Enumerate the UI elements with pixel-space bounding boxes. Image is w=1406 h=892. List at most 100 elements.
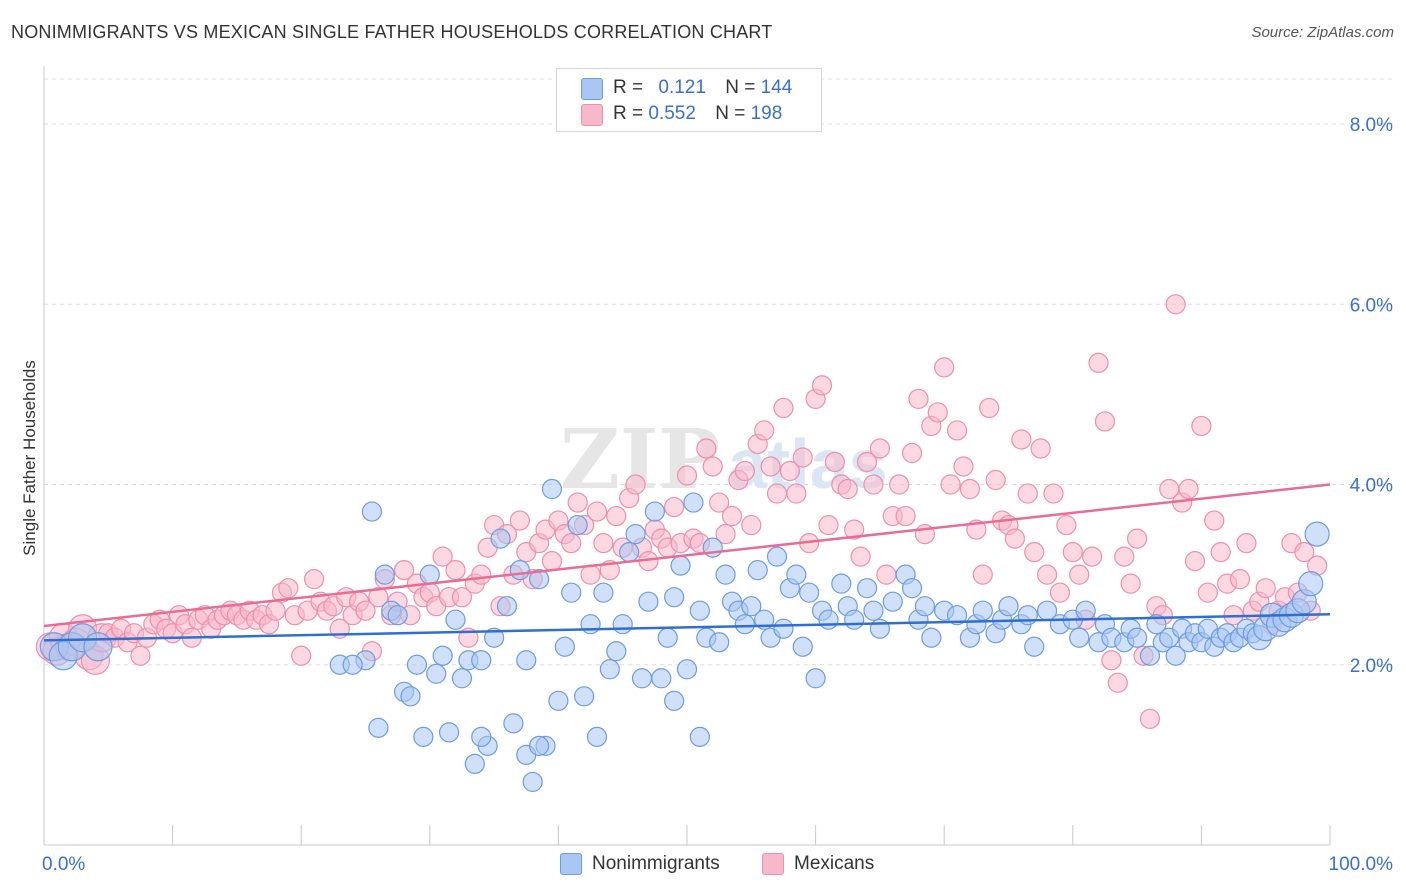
mexicans-point [509, 510, 530, 531]
mexicans-point [1236, 533, 1257, 554]
mexicans-point [1229, 569, 1251, 590]
mexicans-point [1101, 650, 1122, 671]
mexicans-point [721, 505, 743, 527]
mexicans-point [561, 533, 582, 554]
mexicans-point [606, 505, 627, 527]
nonimmigrants-point [548, 690, 569, 711]
mexicans-point [927, 402, 948, 423]
mexicans-point [1030, 438, 1051, 459]
legend-swatch-nonimmigrants [581, 78, 603, 100]
legend-stats-mexicans: R = 0.552 N = 198 [613, 103, 783, 124]
mexicans-point [1088, 352, 1109, 373]
mexicans-trend-line [43, 483, 1331, 628]
mexicans-point [1204, 510, 1225, 531]
mexicans-point [863, 474, 884, 495]
x-tick-label-min: 0.0% [42, 854, 85, 875]
y-tick-label: 2.0% [1350, 656, 1393, 677]
mexicans-point [586, 501, 608, 522]
mexicans-point [580, 564, 601, 585]
nonimmigrants-point [689, 726, 710, 747]
legend-swatch-mexicans-bottom [762, 853, 784, 875]
mexicans-point [766, 483, 788, 504]
nonimmigrants-point [619, 542, 640, 563]
nonimmigrants-point [818, 609, 839, 630]
nonimmigrants-point [863, 600, 884, 621]
legend-stats-nonimmigrants: R = 0.121 N = 144 [613, 77, 793, 98]
nonimmigrants-point [644, 501, 665, 522]
correlation-legend: R = 0.121 N = 144 R = 0.552 N = 198 [556, 68, 822, 132]
mexicans-point [1056, 514, 1077, 536]
nonimmigrants-point [406, 654, 428, 675]
mexicans-point [741, 514, 762, 536]
nonimmigrants-point [831, 573, 852, 594]
nonimmigrants-point [503, 713, 524, 734]
nonimmigrants-point [567, 514, 588, 536]
nonimmigrants-point [516, 650, 537, 671]
mexicans-point [1184, 551, 1206, 572]
nonimmigrants-point [1165, 645, 1186, 666]
nonimmigrants-point [413, 726, 434, 747]
legend-label-mexicans: Mexicans [794, 853, 875, 874]
nonimmigrants-point [529, 569, 550, 590]
mexicans-point [709, 492, 730, 513]
mexicans-point [265, 600, 286, 621]
mexicans-point [979, 397, 1000, 419]
mexicans-point [850, 546, 871, 567]
y-tick-label: 4.0% [1350, 476, 1393, 497]
nonimmigrants-point [541, 478, 563, 500]
mexicans-point [1036, 564, 1058, 585]
nonimmigrants-point [606, 641, 627, 662]
nonimmigrants-point [676, 659, 698, 680]
nonimmigrants-point [747, 560, 768, 581]
mexicans-point [664, 496, 685, 518]
mexicans-point [1126, 528, 1148, 549]
nonimmigrants-point [580, 614, 601, 635]
mexicans-point [567, 492, 588, 513]
mexicans-point [901, 442, 923, 464]
mexicans-point [792, 447, 813, 468]
nonimmigrants-point [1146, 614, 1167, 635]
nonimmigrants-point [496, 596, 518, 617]
trend-lines [43, 483, 1331, 642]
nonimmigrants-point [741, 596, 762, 617]
nonimmigrants-point [490, 528, 511, 549]
nonimmigrants-point [471, 726, 492, 747]
mexicans-point [837, 478, 858, 500]
mexicans-point [471, 564, 492, 585]
nonimmigrants-point [856, 578, 878, 599]
mexicans-point [985, 469, 1006, 491]
nonimmigrants-point [715, 564, 736, 585]
mexicans-point [1043, 483, 1064, 504]
nonimmigrants-point [786, 564, 807, 585]
nonimmigrants-point [484, 627, 505, 648]
mexicans-point [895, 505, 916, 527]
mexicans-point [940, 474, 961, 495]
mexicans-point [946, 420, 968, 441]
mexicans-point [773, 397, 794, 419]
mexicans-point [1139, 708, 1161, 729]
mexicans-point [1114, 546, 1135, 567]
mexicans-point [445, 560, 466, 581]
mexicans-point [1165, 294, 1186, 315]
nonimmigrants-point [1075, 600, 1096, 621]
mexicans-point [1210, 542, 1231, 563]
mexicans-point [824, 451, 845, 473]
nonimmigrants-point [773, 618, 794, 639]
nonimmigrants-point [83, 632, 113, 662]
mexicans-point [1294, 542, 1315, 563]
mexicans-point [278, 578, 299, 599]
nonimmigrants-point [657, 627, 678, 648]
nonimmigrants-point [368, 717, 389, 738]
mexicans-point [451, 587, 473, 608]
axes [43, 66, 1331, 846]
legend-swatch-mexicans [581, 104, 603, 126]
nonimmigrants-point [734, 614, 755, 635]
mexicans-point [856, 451, 878, 473]
nonimmigrants-point [387, 605, 408, 626]
mexicans-point [130, 645, 151, 666]
nonimmigrants-point [612, 614, 633, 635]
x-tick-label-max: 100.0% [1329, 854, 1394, 875]
nonimmigrants-point [554, 636, 575, 657]
chart-title: NONIMMIGRANTS VS MEXICAN SINGLE FATHER H… [11, 22, 773, 42]
nonimmigrants-point [805, 668, 826, 689]
